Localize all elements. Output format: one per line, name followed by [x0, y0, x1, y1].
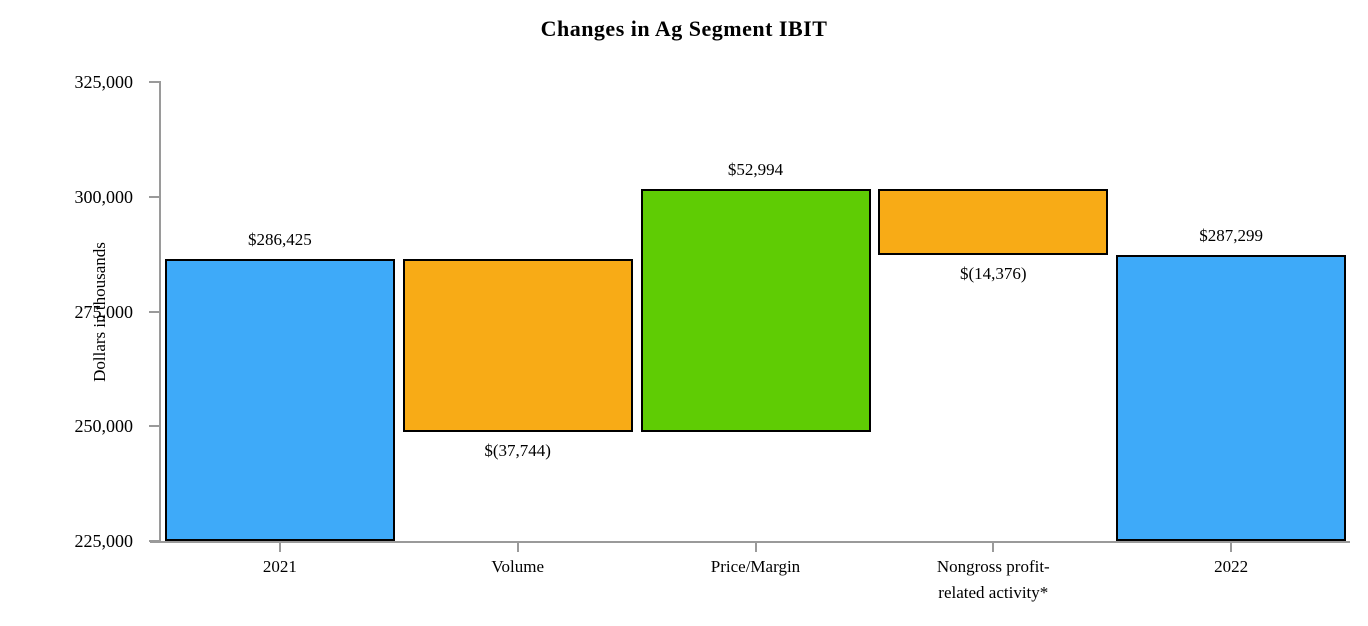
bar-2022 [1116, 255, 1347, 541]
y-tick-label: 225,000 [74, 531, 134, 551]
value-label-2022: $287,299 [1199, 226, 1263, 246]
x-tick-mark [278, 543, 281, 552]
y-tick-label: 325,000 [74, 72, 134, 92]
category-label-nongross-profit-related-activity: Nongross profit- related activity* [936, 557, 1050, 602]
y-tick-mark [149, 540, 161, 542]
value-label-2021: $286,425 [248, 230, 312, 250]
value-label-volume: $(37,744) [484, 441, 551, 461]
y-tick-mark [149, 81, 161, 83]
y-tick-mark [149, 425, 161, 428]
y-axis-line [159, 82, 161, 543]
y-tick-label: 275,000 [74, 301, 134, 322]
category-label-2021: 2021 [262, 557, 297, 576]
y-tick-label: 250,000 [74, 416, 134, 437]
x-tick-mark [1230, 543, 1233, 552]
value-label-price-margin: $52,994 [727, 160, 784, 180]
y-tick-mark [149, 310, 161, 313]
x-tick-mark [754, 543, 757, 552]
x-axis-line [150, 541, 1350, 543]
category-label-price-margin: Price/Margin [710, 557, 801, 576]
y-tick-label: 300,000 [74, 186, 134, 207]
x-tick-mark [992, 543, 995, 552]
value-label-nongross-profit-related-activity: $(14,376) [960, 264, 1027, 284]
bar-volume [402, 259, 633, 433]
bar-nongross-profit-related-activity [878, 189, 1109, 256]
category-label-2022: 2022 [1214, 557, 1249, 576]
bar-2021 [164, 259, 395, 541]
x-tick-mark [516, 543, 519, 552]
chart-title: Changes in Ag Segment IBIT [540, 16, 828, 41]
bar-price-margin [640, 189, 871, 433]
y-tick-mark [149, 195, 161, 198]
category-label-volume: Volume [491, 557, 544, 576]
